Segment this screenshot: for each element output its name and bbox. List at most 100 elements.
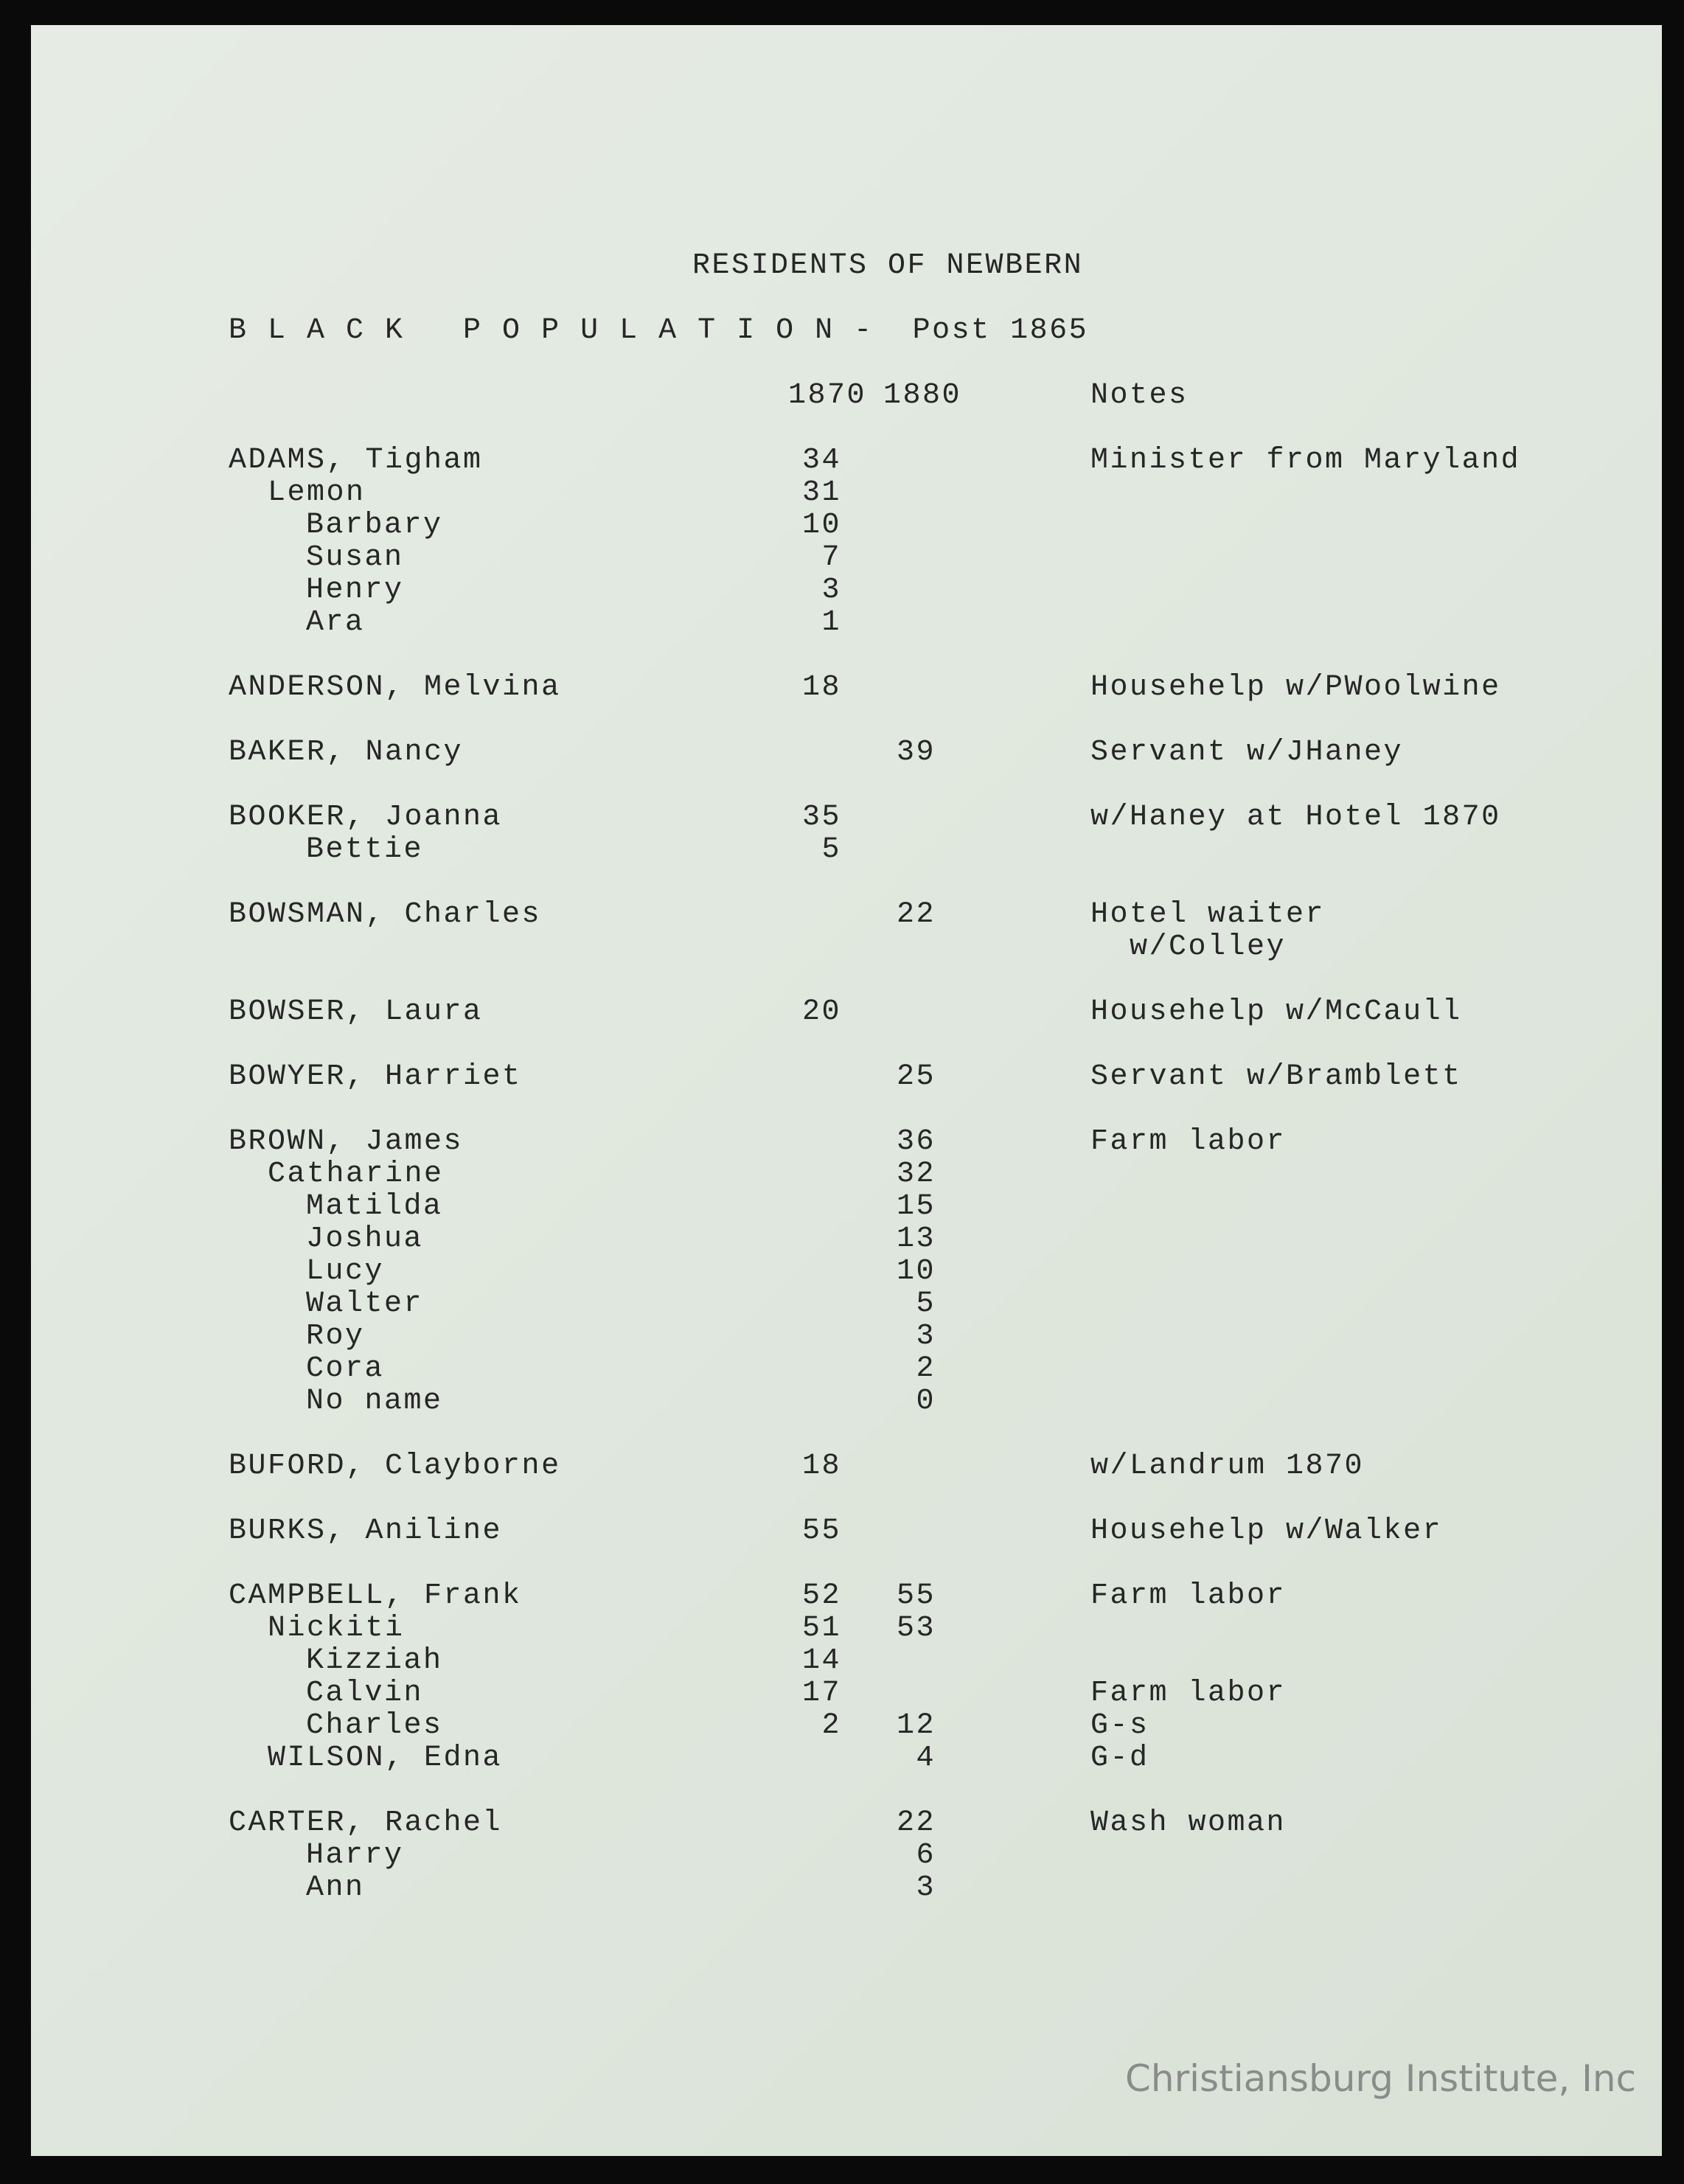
blank-line [0,1093,1684,1126]
age-1880: 3 [916,1320,936,1353]
age-1880: 22 [896,1806,936,1840]
age-1880: 12 [896,1709,936,1742]
resident-note: Farm labor [1090,1125,1287,1158]
list-item: BROWN, James 36 Farm labor [0,1126,1684,1158]
list-item: Walter 5 [0,1288,1684,1321]
age-1870: 17 [801,1677,841,1710]
blank-line [0,1029,1684,1061]
document-title: RESIDENTS OF NEWBERN [692,249,1084,282]
list-item: BOWSMAN, Charles 22 Hotel waiter [0,899,1684,931]
age-1880: 2 [916,1352,936,1385]
age-1870: 10 [801,509,841,542]
list-item: BAKER, Nancy 39 Servant w/JHaney [0,737,1684,769]
blank-line [0,704,1684,737]
list-item: Catharine 32 [0,1158,1684,1191]
list-item: Barbary 10 [0,510,1684,542]
resident-name: Lemon [268,476,366,510]
blank-line [0,964,1684,996]
age-1870: 1 [821,606,841,639]
age-1870: 35 [801,801,841,834]
resident-name: BROWN, James [229,1125,464,1158]
blank-line [0,639,1684,672]
resident-note: Wash woman [1090,1806,1287,1840]
list-item: No name 0 [0,1385,1684,1418]
age-1880: 32 [896,1158,936,1191]
resident-name: Harry [306,1839,404,1872]
age-1880: 0 [916,1385,936,1418]
age-1870: 52 [801,1579,841,1613]
list-item: BOOKER, Joanna 35 w/Haney at Hotel 1870 [0,801,1684,834]
resident-note: Househelp w/Walker [1090,1514,1443,1548]
blank-line [0,1775,1684,1807]
document-page [31,25,1662,2156]
list-item: Henry 3 [0,574,1684,607]
resident-name: Bettie [306,833,424,866]
age-1880: 10 [896,1255,936,1288]
blank-line [0,1483,1684,1515]
age-1880: 36 [896,1125,936,1158]
list-item: Bettie 5 [0,834,1684,866]
age-1880: 3 [916,1871,936,1905]
blank-line [0,866,1684,899]
resident-name: Matilda [306,1190,443,1223]
resident-name: Ara [306,606,365,639]
watermark: Christiansburg Institute, Inc [1125,2057,1637,2100]
resident-name: Charles [306,1709,443,1742]
resident-name: Walter [306,1287,424,1321]
list-item: Ann 3 [0,1872,1684,1905]
list-item: BURKS, Aniline 55 Househelp w/Walker [0,1515,1684,1548]
resident-note: Servant w/Bramblett [1090,1060,1462,1093]
age-1880: 25 [896,1060,936,1093]
resident-name: No name [306,1385,443,1418]
header-1870: 1870 [788,379,867,412]
resident-name: Roy [306,1320,365,1353]
resident-name: Calvin [306,1677,424,1710]
age-1880: 22 [896,898,936,931]
list-item: ANDERSON, Melvina 18 Househelp w/PWoolwine [0,672,1684,704]
age-1880: 13 [896,1223,936,1256]
list-item: Roy 3 [0,1321,1684,1353]
resident-name: BOWSER, Laura [229,995,483,1029]
resident-name: Kizziah [306,1644,443,1677]
list-item: Charles 2 12 G-s [0,1710,1684,1742]
age-1880: 15 [896,1190,936,1223]
list-item: Ara 1 [0,607,1684,639]
list-item: Matilda 15 [0,1191,1684,1223]
resident-note: G-s [1090,1709,1149,1742]
age-1870: 51 [801,1612,841,1645]
resident-name: ADAMS, Tigham [229,444,483,477]
blank-line [0,1418,1684,1450]
resident-name: CAMPBELL, Frank [229,1579,522,1613]
list-item: BOWSER, Laura 20 Househelp w/McCaull [0,996,1684,1029]
resident-name: BURKS, Aniline [229,1514,503,1548]
resident-note: w/Haney at Hotel 1870 [1090,801,1501,834]
age-1880: 55 [896,1579,936,1613]
age-1870: 2 [821,1709,841,1742]
resident-name: ANDERSON, Melvina [229,671,561,704]
age-1870: 55 [801,1514,841,1548]
resident-name: BOWYER, Harriet [229,1060,522,1093]
resident-note: Househelp w/McCaull [1090,995,1462,1029]
resident-name: Ann [306,1871,365,1905]
resident-note: Farm labor [1090,1579,1287,1613]
resident-note: Servant w/JHaney [1090,736,1404,769]
age-1870: 3 [821,574,841,607]
age-1880: 6 [916,1839,936,1872]
document-subtitle: B L A C K P O P U L A T I O N - Post 186… [229,314,1089,347]
resident-name: Susan [306,541,404,574]
resident-note: Farm labor [1090,1677,1287,1710]
resident-name: Nickiti [268,1612,405,1645]
age-1870: 20 [801,995,841,1029]
resident-name: Barbary [306,509,443,542]
resident-note: Minister from Maryland [1090,444,1521,477]
list-item: WILSON, Edna 4 G-d [0,1742,1684,1775]
list-item: Kizziah 14 [0,1645,1684,1677]
age-1870: 7 [821,541,841,574]
resident-name: WILSON, Edna [268,1742,503,1775]
age-1870: 18 [801,1450,841,1483]
list-item: Susan 7 [0,542,1684,574]
list-item: CARTER, Rachel 22 Wash woman [0,1807,1684,1840]
resident-note: w/Colley [1090,931,1287,964]
resident-name: Lucy [306,1255,385,1288]
age-1880: 53 [896,1612,936,1645]
